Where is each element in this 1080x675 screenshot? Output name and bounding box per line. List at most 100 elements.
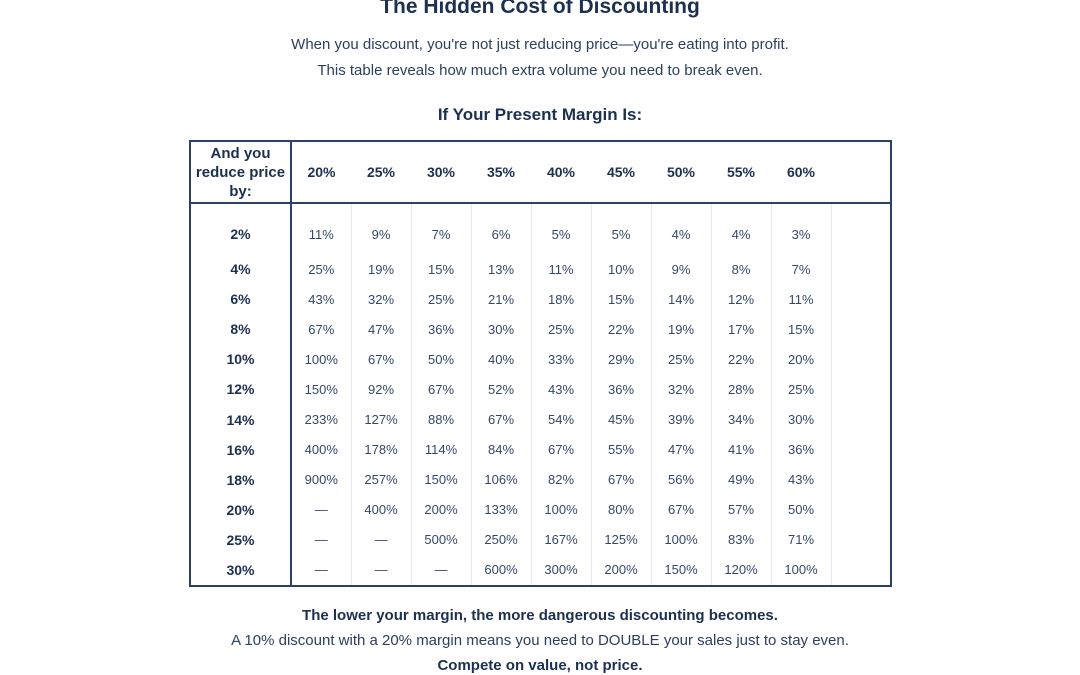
volume-increase-cell: 5% xyxy=(591,203,652,254)
volume-increase-cell: 67% xyxy=(591,464,652,495)
table-header-row: And you reduce price by: 20% 25% 30% 35% 40%… xyxy=(191,142,890,204)
volume-increase-cell: 36% xyxy=(591,374,652,405)
page-title: The Hidden Cost of Discounting xyxy=(380,0,700,18)
row-spacer xyxy=(831,465,890,495)
volume-increase-cell: 25% xyxy=(771,374,832,405)
table-row: 16% 400% 178% 114% 84% 67% 55% 47% 41% 36% xyxy=(191,434,890,465)
volume-increase-cell: 12% xyxy=(711,284,772,315)
volume-increase-cell: 84% xyxy=(471,434,532,465)
volume-increase-cell: 43% xyxy=(771,464,832,495)
volume-increase-cell: 133% xyxy=(471,494,532,525)
volume-increase-cell: 600% xyxy=(471,554,532,586)
volume-increase-cell: 10% xyxy=(591,254,652,285)
volume-increase-cell: 11% xyxy=(531,254,592,285)
volume-increase-cell: 3% xyxy=(771,203,832,254)
margin-header: 35% xyxy=(471,142,531,204)
volume-increase-cell: 18% xyxy=(531,284,592,315)
row-spacer xyxy=(831,284,890,314)
table-row: 30% — — —600% 300% 200% 150% 120% 100% xyxy=(191,554,890,586)
volume-increase-cell: 43% xyxy=(291,284,352,315)
volume-increase-cell: 150% xyxy=(411,464,472,495)
row-spacer xyxy=(831,203,890,254)
volume-increase-cell: 36% xyxy=(771,434,832,465)
volume-increase-cell: 17% xyxy=(711,314,772,345)
volume-increase-cell: 300% xyxy=(531,554,592,586)
volume-increase-cell: 100% xyxy=(531,494,592,525)
volume-increase-cell: 7% xyxy=(771,254,832,285)
volume-increase-cell: 67% xyxy=(411,374,472,405)
volume-increase-cell: 52% xyxy=(471,374,532,405)
margin-header: 50% xyxy=(651,142,711,204)
volume-increase-cell: 25% xyxy=(651,344,712,375)
volume-increase-cell: 43% xyxy=(531,374,592,405)
row-spacer xyxy=(831,314,890,344)
volume-increase-cell: 71% xyxy=(771,524,832,555)
table-row: 20% —400% 200% 133% 100% 80% 67% 57% 50% xyxy=(191,494,890,525)
volume-increase-cell: 19% xyxy=(351,254,412,285)
volume-increase-cell: 13% xyxy=(471,254,532,285)
volume-increase-cell: 57% xyxy=(711,494,772,525)
volume-increase-cell: 125% xyxy=(591,524,652,555)
footer-warning: The lower your margin, the more dangerou… xyxy=(302,607,778,624)
volume-increase-cell: 39% xyxy=(651,404,712,435)
reduction-label: 20% xyxy=(191,494,292,525)
margin-header: 25% xyxy=(351,142,411,204)
volume-increase-cell: 47% xyxy=(651,434,712,465)
volume-increase-cell: 250% xyxy=(471,524,532,555)
volume-increase-cell: 100% xyxy=(771,554,832,586)
volume-increase-cell: 28% xyxy=(711,374,772,405)
volume-increase-cell: 8% xyxy=(711,254,772,285)
table-row: 25% — —500% 250% 167% 125% 100% 83% 71% xyxy=(191,524,890,555)
volume-increase-cell: 82% xyxy=(531,464,592,495)
reduction-label: 12% xyxy=(191,374,292,405)
volume-increase-cell: 200% xyxy=(411,494,472,525)
volume-increase-cell: 83% xyxy=(711,524,772,555)
volume-increase-cell: 15% xyxy=(591,284,652,315)
volume-increase-cell: 40% xyxy=(471,344,532,375)
table-row: 2% 11% 9% 7% 6% 5% 5% 4% 4% 3% xyxy=(191,203,890,254)
header-spacer xyxy=(831,142,890,204)
volume-increase-cell: 20% xyxy=(771,344,832,375)
margin-header: 20% xyxy=(291,142,351,204)
row-spacer xyxy=(831,555,890,585)
break-even-table: And you reduce price by: 20% 25% 30% 35% 40%… xyxy=(191,142,890,586)
volume-increase-cell: 4% xyxy=(711,203,772,254)
volume-increase-cell: 29% xyxy=(591,344,652,375)
volume-increase-cell: 178% xyxy=(351,434,412,465)
table-row: 8% 67% 47% 36% 30% 25% 22% 19% 17% 15% xyxy=(191,314,890,345)
volume-increase-cell: 25% xyxy=(291,254,352,285)
volume-increase-cell: 19% xyxy=(651,314,712,345)
volume-increase-cell: 67% xyxy=(471,404,532,435)
volume-increase-cell: 120% xyxy=(711,554,772,586)
margin-header: 30% xyxy=(411,142,471,204)
row-spacer xyxy=(831,435,890,465)
volume-increase-cell: 5% xyxy=(531,203,592,254)
table-row: 18% 900% 257% 150% 106% 82% 67% 56% 49% 43% xyxy=(191,464,890,495)
intro-line-1: When you discount, you're not just reduc… xyxy=(291,36,789,53)
volume-increase-cell: 167% xyxy=(531,524,592,555)
volume-increase-cell: 32% xyxy=(351,284,412,315)
volume-increase-cell: 106% xyxy=(471,464,532,495)
volume-increase-cell: 88% xyxy=(411,404,472,435)
volume-increase-cell: 92% xyxy=(351,374,412,405)
reduction-label: 25% xyxy=(191,524,292,555)
volume-increase-cell: 127% xyxy=(351,404,412,435)
volume-increase-cell: 49% xyxy=(711,464,772,495)
volume-increase-cell: 32% xyxy=(651,374,712,405)
reduction-label: 30% xyxy=(191,554,292,586)
volume-increase-cell: 11% xyxy=(291,203,352,254)
volume-increase-cell: 9% xyxy=(351,203,412,254)
margin-header: 60% xyxy=(771,142,831,204)
row-spacer xyxy=(831,374,890,404)
volume-increase-cell: 22% xyxy=(591,314,652,345)
volume-increase-cell: 15% xyxy=(411,254,472,285)
volume-increase-cell: 45% xyxy=(591,404,652,435)
volume-increase-cell: 47% xyxy=(351,314,412,345)
volume-increase-cell: 21% xyxy=(471,284,532,315)
row-spacer xyxy=(831,525,890,555)
volume-increase-cell: 4% xyxy=(651,203,712,254)
volume-increase-cell: 67% xyxy=(651,494,712,525)
reduction-label: 8% xyxy=(191,314,292,345)
volume-increase-cell: 15% xyxy=(771,314,832,345)
margin-header: 45% xyxy=(591,142,651,204)
